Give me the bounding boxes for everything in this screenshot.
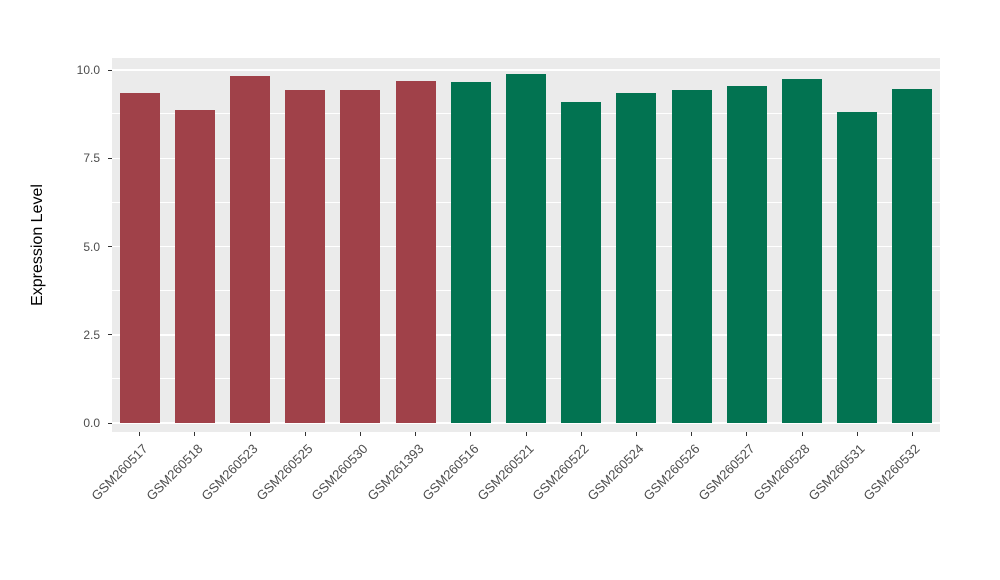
x-tick-mark (856, 432, 858, 436)
y-tick-label: 0.0 (83, 416, 100, 430)
x-tick-mark (415, 432, 417, 436)
bar (782, 79, 822, 423)
bar (506, 74, 546, 423)
y-tick-label: 2.5 (83, 327, 100, 342)
y-tick-mark (108, 422, 112, 424)
x-tick-mark (691, 432, 693, 436)
x-tick-mark (801, 432, 803, 436)
y-tick-label: 7.5 (83, 151, 100, 166)
x-tick-label: GSM260516 (419, 441, 482, 504)
x-tick-mark (470, 432, 472, 436)
x-tick-label: GSM261393 (363, 441, 427, 504)
bar (561, 101, 602, 423)
bar (174, 109, 215, 423)
y-tick-mark (108, 334, 112, 336)
x-tick-mark (304, 432, 306, 436)
x-tick-label: GSM260525 (253, 441, 316, 504)
x-tick-mark (194, 432, 196, 436)
bar (726, 85, 767, 423)
x-tick-mark (911, 432, 913, 436)
x-tick-label: GSM260522 (529, 441, 592, 504)
y-tick-label: 10.0 (76, 63, 100, 77)
bar (285, 90, 326, 423)
bar (230, 76, 270, 423)
x-tick-label: GSM260532 (860, 441, 923, 504)
x-tick-mark (580, 432, 582, 436)
plot-panel (112, 58, 940, 432)
x-tick-mark (139, 432, 141, 436)
gridline-major (112, 69, 940, 71)
x-tick-label: GSM260526 (639, 441, 703, 504)
y-tick-mark (108, 69, 112, 71)
x-tick-label: GSM260527 (695, 441, 758, 504)
x-tick-label: GSM260518 (143, 441, 206, 504)
x-tick-mark (635, 432, 637, 436)
y-tick-label: 5.0 (83, 239, 100, 254)
x-tick-mark (525, 432, 527, 436)
bar (671, 90, 712, 423)
bar (340, 90, 381, 423)
x-tick-mark (746, 432, 748, 436)
bar (450, 82, 491, 423)
gridline-major (112, 422, 940, 424)
y-axis: 0.0 2.5 5.0 7.5 10.0 (0, 58, 112, 432)
x-tick-mark (359, 432, 361, 436)
x-tick-label: GSM260528 (750, 441, 813, 504)
x-tick-label: GSM260517 (87, 441, 151, 504)
x-axis: GSM260517 GSM260518 GSM260523 GSM260525 GSM2… (88, 432, 940, 572)
x-tick-label: GSM260523 (198, 441, 261, 504)
y-tick-mark (108, 157, 112, 159)
x-tick-label: GSM260530 (308, 441, 371, 504)
x-tick-label: GSM260524 (584, 441, 647, 504)
x-tick-label: GSM260531 (805, 441, 868, 504)
x-tick-mark (249, 432, 251, 436)
bar (837, 112, 878, 423)
bar (395, 81, 436, 423)
y-tick-mark (108, 246, 112, 247)
bar (119, 92, 160, 423)
x-tick-label: GSM260521 (474, 441, 537, 504)
bar (892, 89, 933, 423)
bar (616, 92, 657, 423)
